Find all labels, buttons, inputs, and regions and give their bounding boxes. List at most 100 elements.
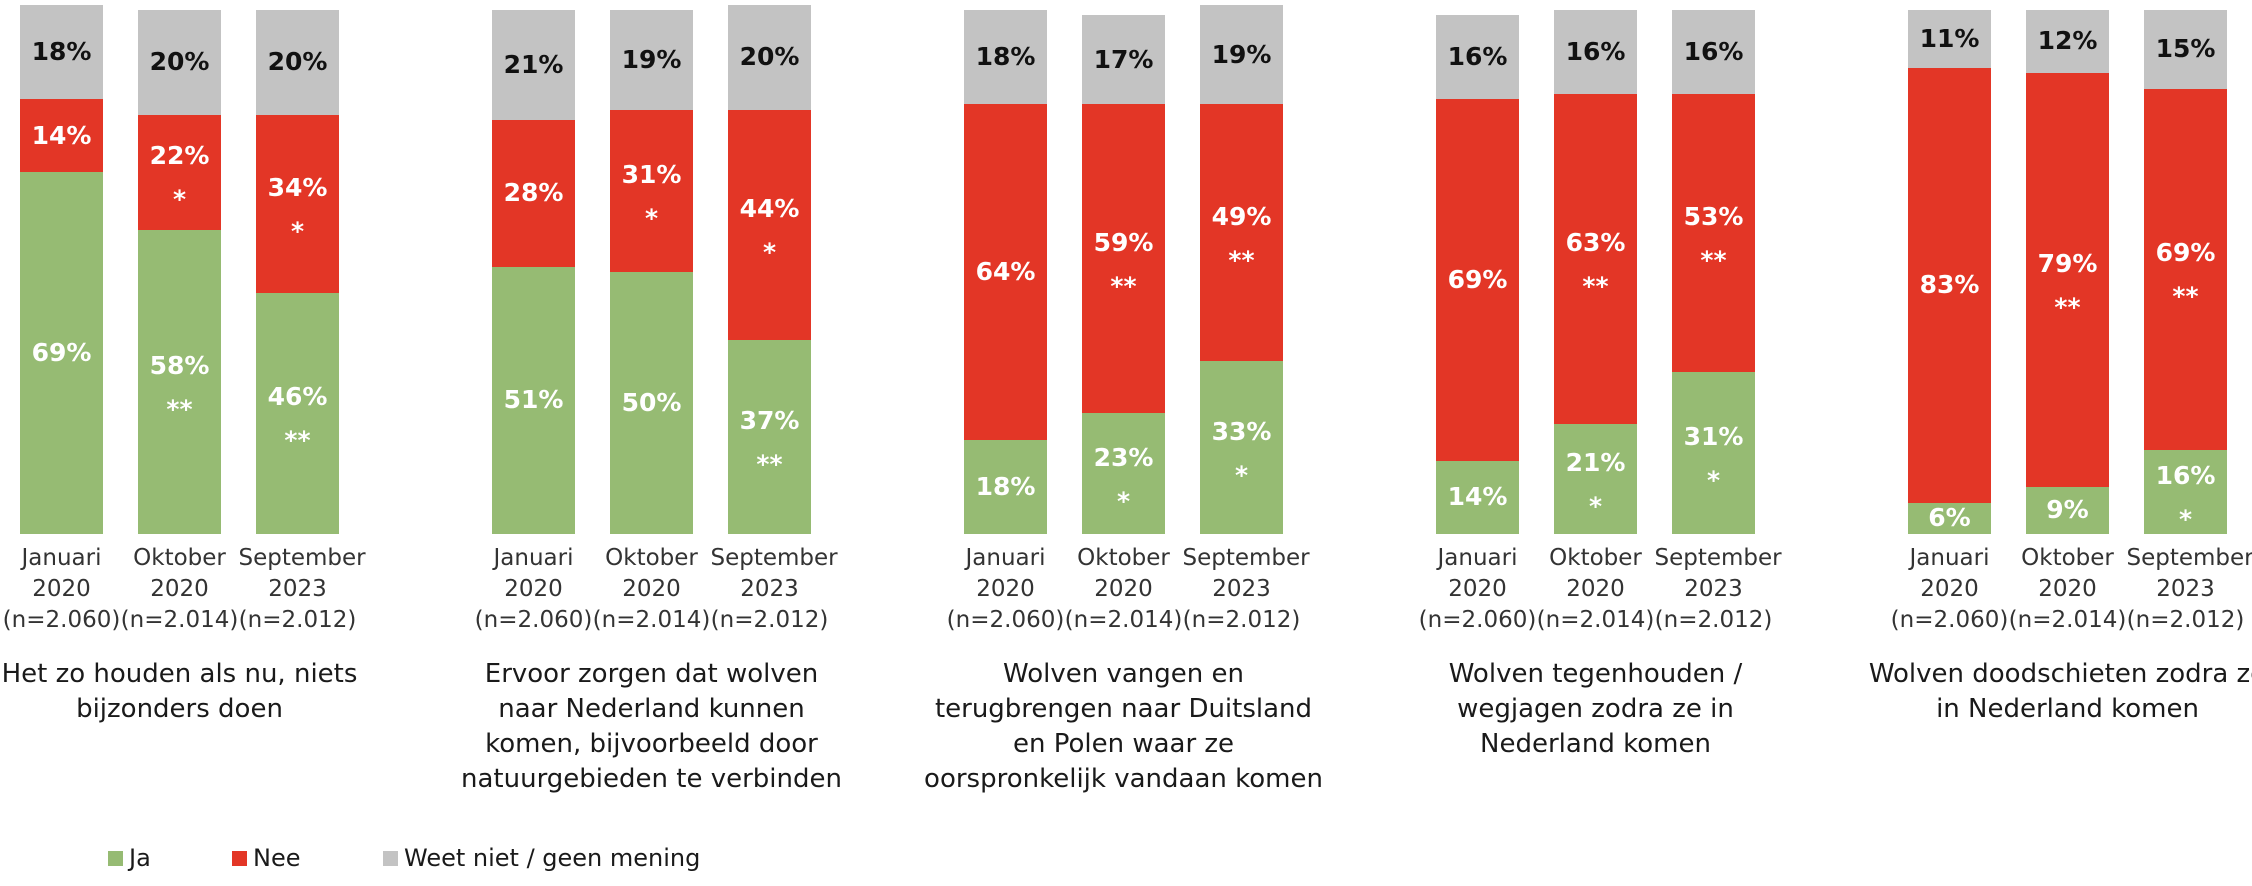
- legend-entry: Weet niet / geen mening: [383, 843, 700, 873]
- category-label: September 2023: [1182, 545, 1310, 602]
- value-label: 17%: [1093, 44, 1154, 74]
- significance-marker: **: [284, 426, 311, 456]
- bar-segment: 83%: [1908, 67, 1991, 503]
- bar-segment: 59% **: [1082, 104, 1165, 414]
- bar-segment: 49% **: [1200, 104, 1283, 362]
- bar-segment: 18%: [20, 4, 103, 100]
- bar-segment: 58% **: [138, 230, 221, 534]
- chart-title: Ervoor zorgen dat wolven naar Nederland …: [461, 659, 842, 794]
- sample-size: (n=2.060): [946, 607, 1065, 633]
- value-label: 14%: [1447, 482, 1508, 512]
- value-label: 18%: [975, 471, 1036, 501]
- value-label: 16%: [1683, 36, 1744, 66]
- category-label: Januari 2020: [1437, 545, 1518, 602]
- category-label: September 2023: [238, 545, 366, 602]
- category-label: Januari 2020: [21, 545, 102, 602]
- legend-label: Weet niet / geen mening: [404, 844, 701, 872]
- category-label: Oktober 2020: [605, 545, 698, 602]
- significance-marker: **: [756, 450, 783, 480]
- sample-size: (n=2.060): [474, 607, 593, 633]
- value-label: 49%: [1211, 201, 1272, 231]
- bar-segment: 50%: [610, 272, 693, 534]
- value-label: 19%: [621, 44, 682, 74]
- bar-segment: 16%: [1554, 10, 1637, 94]
- value-label: 21%: [1565, 447, 1626, 477]
- significance-marker: **: [1700, 245, 1727, 275]
- bar-segment: 19%: [610, 10, 693, 110]
- category-label: Oktober 2020: [133, 545, 226, 602]
- bar-segment: 23% *: [1082, 413, 1165, 534]
- category-label: Januari 2020: [1909, 545, 1990, 602]
- significance-marker: **: [1582, 271, 1609, 301]
- sample-size: (n=2.060): [2, 607, 121, 633]
- bar-segment: 21%: [492, 10, 575, 121]
- sample-size: (n=2.012): [238, 607, 357, 633]
- category-label: Januari 2020: [965, 545, 1046, 602]
- bar-segment: 14%: [1436, 460, 1519, 534]
- bar-segment: 9%: [2026, 486, 2109, 534]
- value-label: 37%: [739, 406, 800, 436]
- bar-segment: 53% **: [1672, 93, 1755, 372]
- significance-marker: *: [1588, 491, 1603, 521]
- value-label: 18%: [975, 42, 1036, 72]
- bar-segment: 11%: [1908, 10, 1991, 68]
- value-label: 50%: [621, 388, 682, 417]
- significance-marker: *: [2178, 505, 2193, 535]
- legend-swatch: [108, 850, 123, 866]
- category-label: September 2023: [1654, 545, 1782, 602]
- significance-marker: **: [2054, 292, 2081, 322]
- value-label: 59%: [1093, 227, 1154, 257]
- value-label: 79%: [2037, 248, 2098, 278]
- bar-segment: 31% *: [1672, 371, 1755, 534]
- category-label: September 2023: [710, 545, 838, 602]
- chart-title: Wolven doodschieten zodra ze in Nederlan…: [1868, 659, 2252, 724]
- sample-size: (n=2.060): [1890, 607, 2009, 633]
- category-label: Oktober 2020: [1549, 545, 1642, 602]
- legend-entry: Ja: [108, 843, 151, 873]
- value-label: 44%: [739, 193, 800, 223]
- value-label: 14%: [31, 120, 92, 150]
- value-label: 69%: [2155, 238, 2216, 268]
- bar-segment: 69%: [20, 172, 103, 534]
- sample-size: (n=2.012): [1654, 607, 1773, 633]
- bar-segment: 16%: [1436, 15, 1519, 100]
- value-label: 20%: [267, 47, 328, 77]
- sample-size: (n=2.014): [1536, 607, 1655, 633]
- value-label: 63%: [1565, 227, 1626, 257]
- value-label: 64%: [975, 256, 1036, 286]
- value-label: 23%: [1093, 442, 1154, 472]
- value-label: 33%: [1211, 416, 1272, 446]
- category-label: Januari 2020: [493, 545, 574, 602]
- bar-segment: 20%: [728, 4, 811, 110]
- sample-size: (n=2.014): [120, 607, 239, 633]
- bar-segment: 28%: [492, 120, 575, 267]
- bar-segment: 51%: [492, 266, 575, 534]
- legend-swatch: [232, 850, 247, 866]
- significance-marker: *: [1234, 460, 1249, 490]
- value-label: 19%: [1211, 39, 1272, 69]
- bar-segment: 15%: [2144, 10, 2227, 89]
- value-label: 6%: [1928, 503, 1971, 533]
- value-label: 46%: [267, 382, 328, 412]
- bar-segment: 44% *: [728, 109, 811, 341]
- sample-size: (n=2.060): [1418, 607, 1537, 633]
- significance-marker: *: [290, 216, 305, 246]
- category-label: Oktober 2020: [2021, 545, 2114, 602]
- chart-title: Wolven tegenhouden / wegjagen zodra ze i…: [1448, 659, 1743, 759]
- bar-segment: 79% **: [2026, 72, 2109, 487]
- bar-segment: 46% **: [256, 292, 339, 534]
- significance-marker: **: [1110, 271, 1137, 301]
- category-label: Oktober 2020: [1077, 545, 1170, 602]
- value-label: 16%: [2155, 461, 2216, 491]
- sample-size: (n=2.014): [2008, 607, 2127, 633]
- value-label: 69%: [31, 338, 92, 368]
- significance-marker: **: [2172, 282, 2199, 312]
- value-label: 83%: [1919, 270, 1980, 300]
- bar-segment: 19%: [1200, 4, 1283, 105]
- value-label: 31%: [621, 159, 682, 189]
- bar-segment: 17%: [1082, 15, 1165, 105]
- bar-segment: 64%: [964, 104, 1047, 440]
- bar-segment: 34% *: [256, 114, 339, 293]
- bar-segment: 6%: [1908, 502, 1991, 534]
- bar-segment: 69% **: [2144, 88, 2227, 451]
